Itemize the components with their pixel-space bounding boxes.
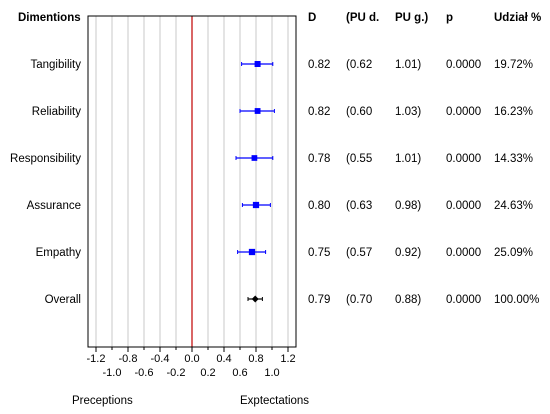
ci-lower-value: (0.55 bbox=[346, 153, 372, 165]
p-value: 0.0000 bbox=[446, 247, 481, 259]
header-p: p bbox=[446, 12, 453, 24]
point-estimate-square bbox=[252, 201, 260, 209]
x-tick-label: 1.2 bbox=[280, 353, 295, 365]
p-value: 0.0000 bbox=[446, 106, 481, 118]
x-tick-label: 0.8 bbox=[248, 353, 263, 365]
x-tick-label: 0.0 bbox=[184, 353, 199, 365]
point-estimate-square bbox=[254, 108, 261, 114]
ci-upper-value: 1.01) bbox=[395, 59, 421, 71]
ci-lower-value: (0.62 bbox=[346, 59, 372, 71]
x-axis: -1.2 -0.8 -0.4 0.0 0.4 0.8 1.2 -1.0 -0.6 -0.2 0.2 0… bbox=[87, 347, 296, 379]
x-tick-label: -1.2 bbox=[87, 353, 106, 365]
x-tick-label: 1.0 bbox=[264, 367, 279, 379]
row-assurance: Assurance 0.80 (0.63 0.98) 0.0000 24.63% bbox=[27, 200, 533, 212]
weight-value: 24.63% bbox=[494, 200, 533, 212]
row-label: Responsibility bbox=[10, 153, 81, 165]
rows: Tangibility 0.82 (0.62 1.01) 0.0000 19.72% Rel… bbox=[10, 59, 539, 306]
d-value: 0.82 bbox=[308, 106, 330, 118]
row-overall: Overall 0.79 (0.70 0.88) 0.0000 100.00% bbox=[45, 294, 540, 306]
x-tick-label: 0.4 bbox=[216, 353, 231, 365]
row-responsibility: Responsibility 0.78 (0.55 1.01) 0.0000 14.33% bbox=[10, 153, 533, 165]
ci-lower-value: (0.57 bbox=[346, 247, 372, 259]
p-value: 0.0000 bbox=[446, 200, 481, 212]
d-value: 0.79 bbox=[308, 294, 330, 306]
right-caption: Exptectations bbox=[240, 395, 309, 407]
summary-diamond bbox=[251, 295, 259, 303]
x-tick-label: -1.0 bbox=[103, 367, 122, 379]
header-upper: PU g.) bbox=[395, 12, 428, 24]
p-value: 0.0000 bbox=[446, 153, 481, 165]
x-tick-label: 0.2 bbox=[200, 367, 215, 379]
ci-upper-value: 0.92) bbox=[395, 247, 421, 259]
ci-upper-value: 0.88) bbox=[395, 294, 421, 306]
header-label: Dimentions bbox=[18, 12, 81, 24]
point-estimate-square bbox=[251, 155, 258, 161]
weight-value: 16.23% bbox=[494, 106, 533, 118]
grid-lines bbox=[95, 16, 289, 347]
weight-value: 100.00% bbox=[494, 294, 539, 306]
ci-upper-value: 1.03) bbox=[395, 106, 421, 118]
ci-upper-value: 1.01) bbox=[395, 153, 421, 165]
x-tick-label: -0.4 bbox=[151, 353, 170, 365]
x-tick-label: -0.2 bbox=[167, 367, 186, 379]
row-label: Reliability bbox=[32, 106, 81, 118]
left-caption: Preceptions bbox=[72, 395, 133, 407]
header-lower: (PU d. bbox=[346, 12, 379, 24]
p-value: 0.0000 bbox=[446, 294, 481, 306]
header-d: D bbox=[308, 12, 316, 24]
ci-upper-value: 0.98) bbox=[395, 200, 421, 212]
weight-value: 14.33% bbox=[494, 153, 533, 165]
row-label: Overall bbox=[45, 294, 81, 306]
weight-value: 25.09% bbox=[494, 247, 533, 259]
row-label: Tangibility bbox=[31, 59, 82, 71]
d-value: 0.82 bbox=[308, 59, 330, 71]
ci-lower-value: (0.70 bbox=[346, 294, 372, 306]
p-value: 0.0000 bbox=[446, 59, 481, 71]
x-tick-label: -0.6 bbox=[135, 367, 154, 379]
row-label: Assurance bbox=[27, 200, 81, 212]
d-value: 0.78 bbox=[308, 153, 330, 165]
ci-lower-value: (0.63 bbox=[346, 200, 372, 212]
x-tick-label: 0.6 bbox=[232, 367, 247, 379]
row-reliability: Reliability 0.82 (0.60 1.03) 0.0000 16.23% bbox=[32, 106, 533, 118]
ci-lower-value: (0.60 bbox=[346, 106, 372, 118]
x-tick-label: -0.8 bbox=[119, 353, 138, 365]
d-value: 0.75 bbox=[308, 247, 330, 259]
row-tangibility: Tangibility 0.82 (0.62 1.01) 0.0000 19.72% bbox=[31, 59, 534, 71]
row-empathy: Empathy 0.75 (0.57 0.92) 0.0000 25.09% bbox=[36, 247, 533, 259]
point-estimate-square bbox=[254, 61, 261, 67]
weight-value: 19.72% bbox=[494, 59, 533, 71]
header-weight: Udział % bbox=[494, 12, 541, 24]
d-value: 0.80 bbox=[308, 200, 330, 212]
point-estimate-square bbox=[248, 248, 256, 256]
row-label: Empathy bbox=[36, 247, 82, 259]
